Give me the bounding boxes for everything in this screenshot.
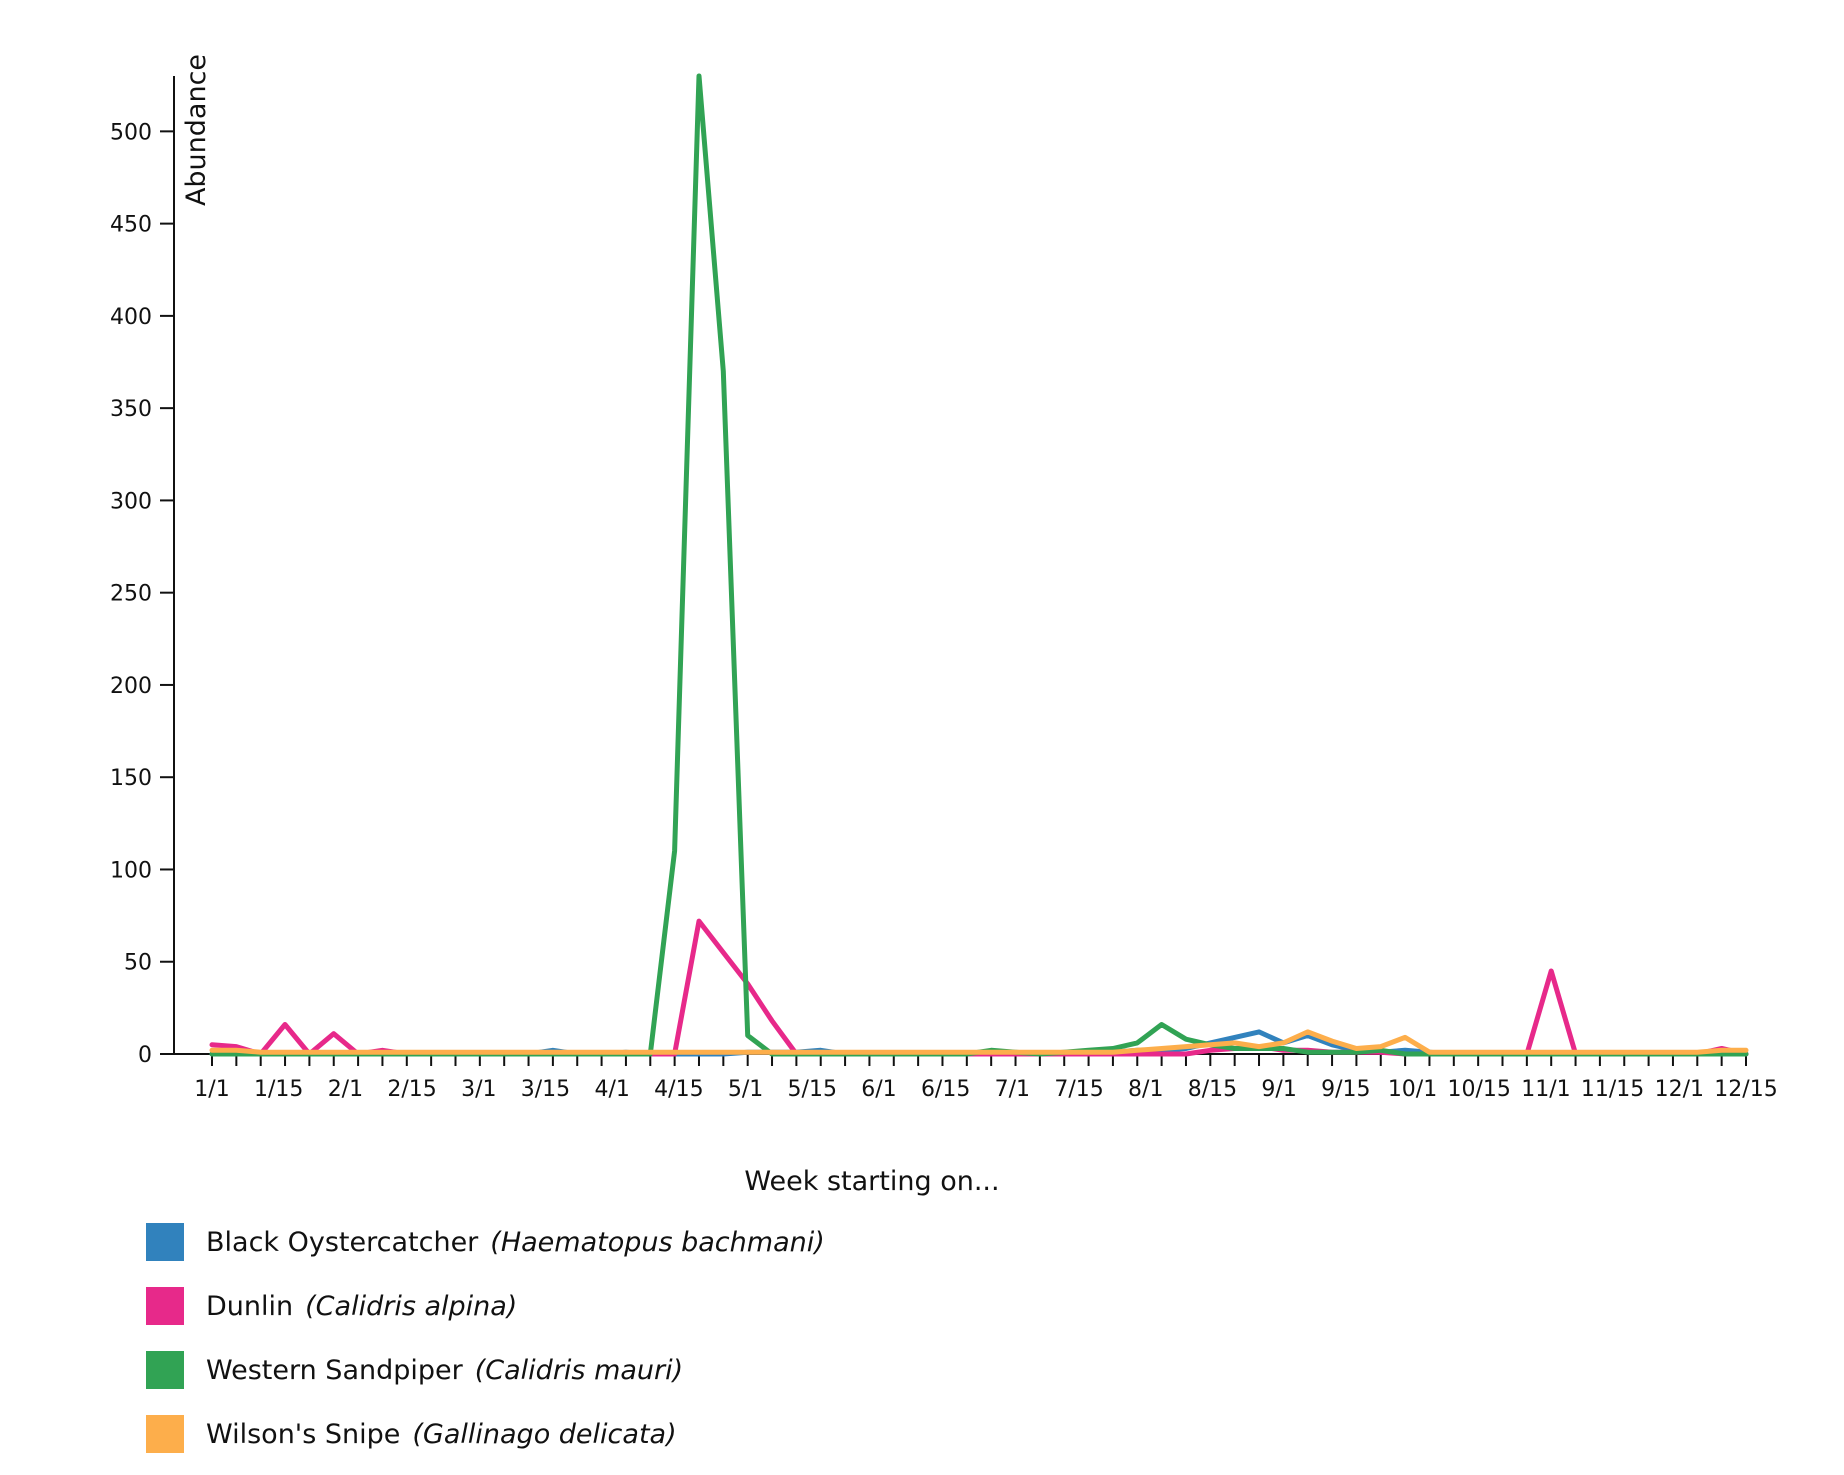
x-axis-title: Week starting on... [744, 1166, 999, 1197]
legend-item-wilsons-snipe: Wilson's Snipe (Gallinago delicata) [146, 1402, 825, 1466]
x-tick-label: 1/1 [194, 1077, 229, 1102]
y-tick-label: 250 [110, 582, 152, 607]
x-tick-label: 12/1 [1655, 1077, 1704, 1102]
y-tick-label: 0 [138, 1043, 152, 1068]
x-tick-label: 8/15 [1188, 1077, 1237, 1102]
series-line-wilson-s-snipe [209, 1029, 1749, 1055]
x-tick-label: 5/15 [788, 1077, 837, 1102]
legend-label: Black Oystercatcher [206, 1226, 479, 1258]
legend-swatch [146, 1415, 184, 1453]
legend-scientific-name: (Gallinago delicata) [412, 1418, 677, 1450]
x-tick-label: 3/1 [461, 1077, 496, 1102]
x-tick-label: 9/15 [1321, 1077, 1370, 1102]
x-tick-label: 2/1 [328, 1077, 363, 1102]
x-tick-label: 10/15 [1448, 1077, 1511, 1102]
legend-scientific-name: (Calidris alpina) [305, 1290, 518, 1322]
x-tick-label: 6/15 [921, 1077, 970, 1102]
legend-item-black-oystercatcher: Black Oystercatcher (Haematopus bachmani… [146, 1210, 825, 1274]
x-axis: 1/1 1/15 2/1 2/15 3/1 3/15 4/1 4/15 5/1 5/15 6/1 6/… [174, 1053, 1778, 1102]
series-line-dunlin [209, 918, 1749, 1057]
legend-label: Wilson's Snipe [206, 1418, 401, 1450]
x-tick-label: 8/1 [1128, 1077, 1163, 1102]
y-axis-title: Abundance [181, 54, 212, 206]
series-lines [209, 73, 1749, 1057]
y-tick-label: 450 [110, 213, 152, 238]
x-tick-label: 4/1 [594, 1077, 629, 1102]
y-tick-label: 350 [110, 397, 152, 422]
y-tick-label: 150 [110, 766, 152, 791]
legend-swatch [146, 1351, 184, 1389]
x-tick-label: 7/1 [995, 1077, 1030, 1102]
y-axis: 0 50 100 150 200 250 300 350 400 450 500 [110, 76, 175, 1068]
x-tick-label: 2/15 [387, 1077, 436, 1102]
legend-label: Western Sandpiper [206, 1354, 463, 1386]
x-tick-label: 6/1 [861, 1077, 896, 1102]
y-tick-label: 300 [110, 489, 152, 514]
legend-swatch [146, 1287, 184, 1325]
x-tick-label: 7/15 [1054, 1077, 1103, 1102]
legend-scientific-name: (Haematopus bachmani) [490, 1226, 825, 1258]
x-tick-label: 4/15 [654, 1077, 703, 1102]
y-tick-label: 400 [110, 305, 152, 330]
x-tick-label: 5/1 [728, 1077, 763, 1102]
x-tick-label: 3/15 [521, 1077, 570, 1102]
y-tick-label: 100 [110, 858, 152, 883]
legend-item-western-sandpiper: Western Sandpiper (Calidris mauri) [146, 1338, 825, 1402]
x-tick-label: 11/1 [1521, 1077, 1570, 1102]
legend-swatch [146, 1223, 184, 1261]
x-tick-label: 1/15 [254, 1077, 303, 1102]
y-tick-label: 500 [110, 120, 152, 145]
y-tick-label: 50 [124, 951, 152, 976]
x-tick-label: 11/15 [1581, 1077, 1644, 1102]
legend-scientific-name: (Calidris mauri) [474, 1354, 684, 1386]
x-tick-label: 10/1 [1388, 1077, 1437, 1102]
legend-label: Dunlin [206, 1290, 294, 1322]
x-tick-label: 12/15 [1714, 1077, 1777, 1102]
series-line-western-sandpiper [209, 73, 1749, 1057]
legend-item-dunlin: Dunlin (Calidris alpina) [146, 1274, 825, 1338]
y-tick-label: 200 [110, 674, 152, 699]
x-tick-label: 9/1 [1261, 1077, 1296, 1102]
legend: Black Oystercatcher (Haematopus bachmani… [146, 1210, 825, 1466]
